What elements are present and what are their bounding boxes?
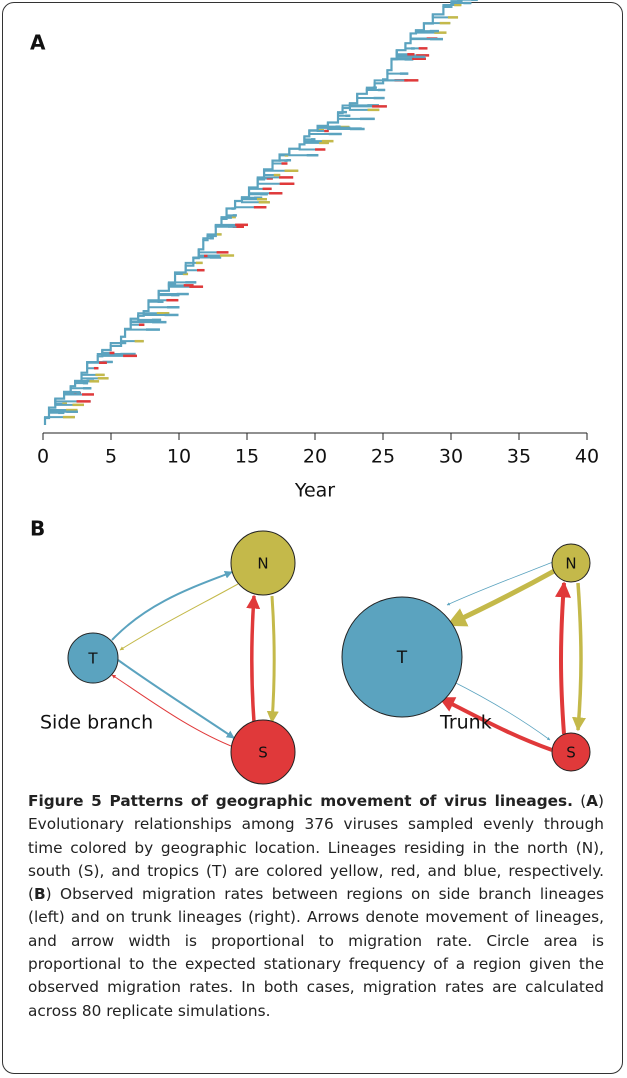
caption-text: ( [580,792,587,810]
arrow [446,561,554,606]
arrow [446,567,558,628]
x-tick-label: 0 [37,446,49,468]
x-axis: 0 5 10 15 20 25 30 35 40 [37,432,599,468]
arrow [117,659,235,739]
trunk-diagram: T N S Trunk [341,543,591,772]
node-circle [551,543,591,583]
x-tick-label: 5 [105,446,117,468]
caption-title: Figure 5 Patterns of geographic movement… [28,792,573,810]
node-label: S [258,744,268,762]
arrow [555,581,571,735]
caption-text: ) Observed migration rates between regio… [28,885,604,1020]
diagram-title: Trunk [439,712,492,734]
tree-trunk [43,0,463,425]
x-tick-label: 30 [439,446,463,468]
x-tick-label: 15 [235,446,259,468]
phylogenetic-tree [43,0,478,425]
node-circle [230,719,296,785]
node-circle [551,732,591,772]
arrow [111,571,233,641]
node-label: S [566,744,576,762]
caption-text: ) Evolutionary relationships among 376 v… [28,792,604,904]
caption-panel-ref: B [33,885,46,904]
arrow [119,583,239,651]
node-label: T [87,650,98,668]
panel-label: B [30,517,45,541]
arrow [246,594,261,723]
figure: A 0 5 10 15 20 25 30 35 40 Year B T N S Side bra… [30,0,599,785]
arrow [572,582,586,732]
x-tick-label: 25 [371,446,395,468]
node-label: N [257,555,268,573]
x-tick-label: 20 [303,446,327,468]
arrow [438,696,553,752]
node-circle [67,632,119,684]
x-tick-label: 35 [507,446,531,468]
caption-panel-ref: A [586,792,599,810]
x-tick-label: 10 [167,446,191,468]
x-axis-label: Year [294,480,335,502]
x-tick-label: 40 [575,446,599,468]
figure-caption: Figure 5 Patterns of geographic movement… [28,790,604,1023]
node-circle [230,530,296,596]
node-label: T [396,648,408,668]
node-circle [341,596,463,718]
panel-label: A [30,31,46,55]
node-label: N [565,555,576,573]
arrow [449,679,551,741]
arrow [266,595,279,724]
side-branch-diagram: T N S Side branch [40,530,296,785]
diagram-title: Side branch [40,712,153,734]
arrow [111,674,237,749]
